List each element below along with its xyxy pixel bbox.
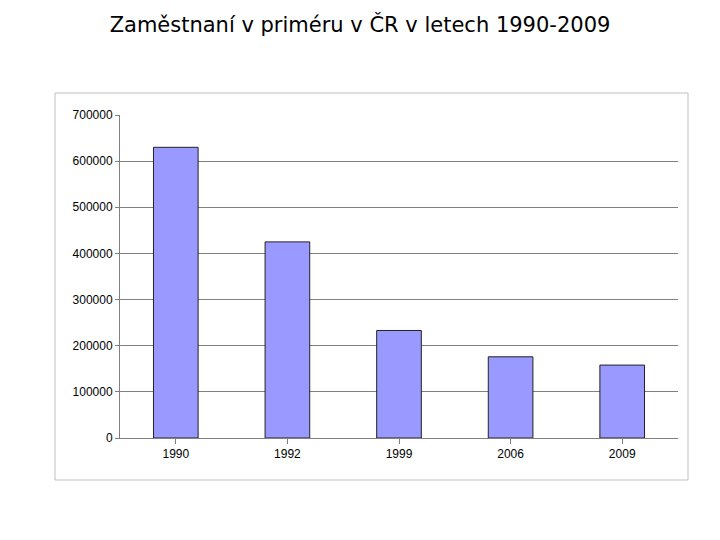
svg-text:0: 0: [106, 431, 113, 445]
svg-text:2009: 2009: [609, 447, 636, 461]
svg-text:100000: 100000: [73, 385, 113, 399]
svg-text:300000: 300000: [73, 293, 113, 307]
svg-text:1992: 1992: [274, 447, 301, 461]
svg-text:700000: 700000: [73, 108, 113, 122]
svg-text:200000: 200000: [73, 339, 113, 353]
svg-text:500000: 500000: [73, 200, 113, 214]
svg-text:2006: 2006: [497, 447, 524, 461]
svg-text:600000: 600000: [73, 154, 113, 168]
svg-text:1999: 1999: [386, 447, 413, 461]
svg-text:Zaměstnaní v priméru v ČR v le: Zaměstnaní v priméru v ČR v letech 1990-…: [110, 12, 611, 37]
svg-text:400000: 400000: [73, 247, 113, 261]
svg-text:1990: 1990: [162, 447, 189, 461]
